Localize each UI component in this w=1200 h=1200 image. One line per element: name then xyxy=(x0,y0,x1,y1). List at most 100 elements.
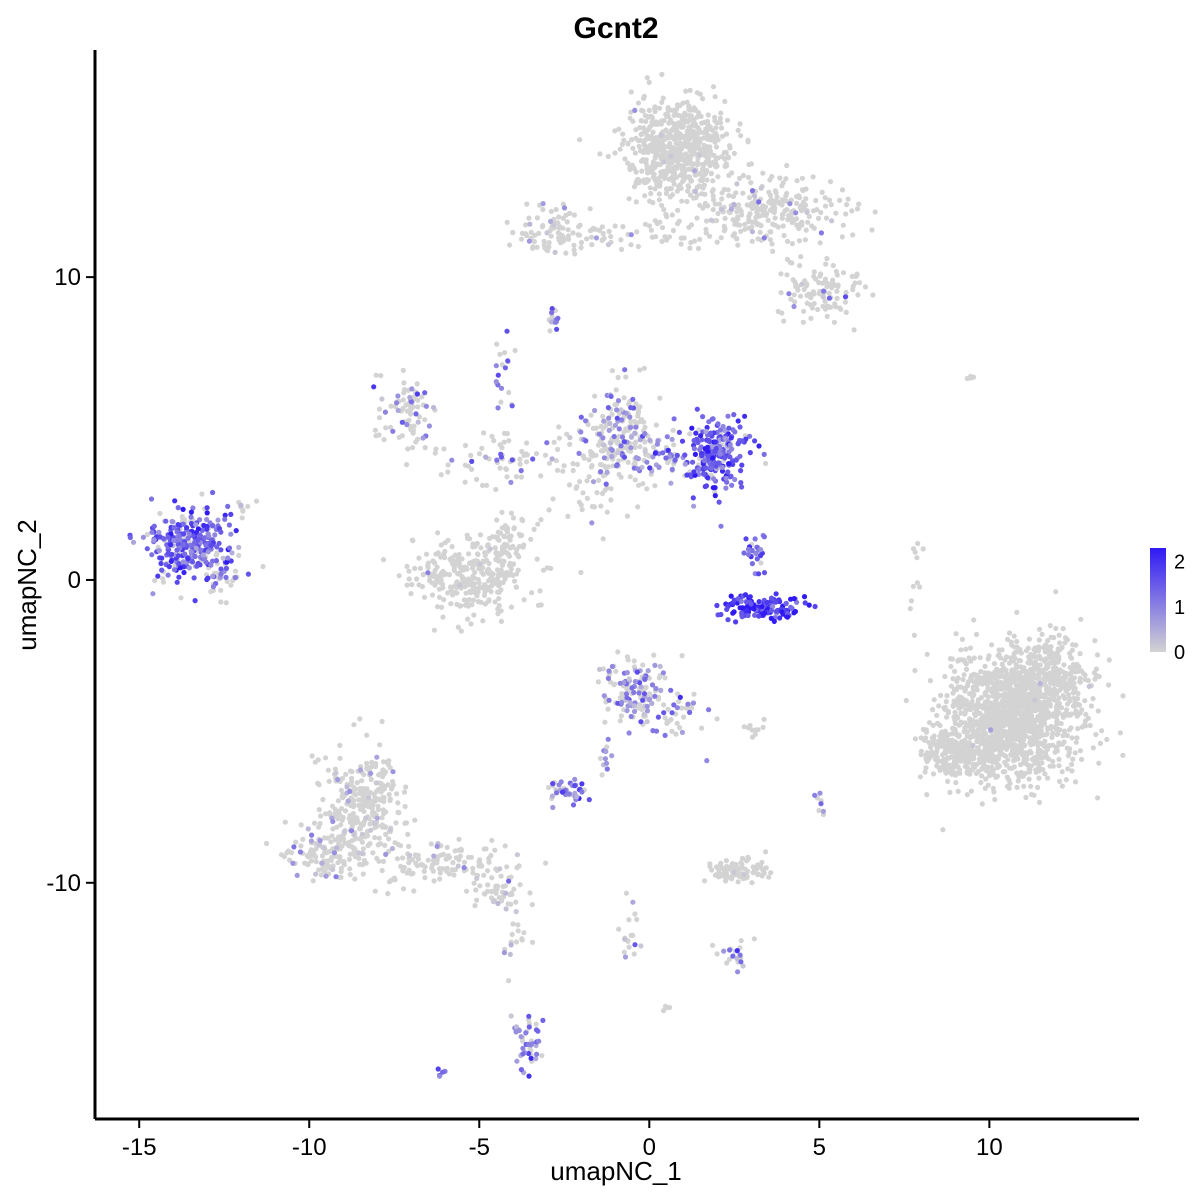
cell-point xyxy=(632,460,638,466)
cell-point xyxy=(358,824,364,830)
cell-point xyxy=(377,841,383,847)
cell-point xyxy=(930,722,936,728)
cell-point xyxy=(634,229,640,235)
cell-point xyxy=(976,702,982,708)
cell-point xyxy=(822,195,828,201)
cell-point xyxy=(489,837,495,843)
cell-point xyxy=(371,384,377,390)
cell-point xyxy=(323,850,330,856)
cell-point xyxy=(660,1008,667,1014)
cell-point xyxy=(726,461,732,467)
cell-point xyxy=(335,816,341,822)
cell-point xyxy=(556,424,562,430)
cell-point xyxy=(599,462,605,468)
cell-point xyxy=(654,121,660,127)
cell-point xyxy=(706,438,712,444)
cell-point xyxy=(434,604,441,610)
cell-point xyxy=(948,683,955,689)
cell-point xyxy=(360,871,366,877)
cell-point xyxy=(530,245,536,251)
cell-point xyxy=(945,755,951,761)
cell-point xyxy=(748,180,754,186)
cell-point xyxy=(670,227,677,234)
cell-point xyxy=(253,498,260,504)
cell-point xyxy=(468,452,474,458)
cell-point xyxy=(704,177,710,183)
cell-point xyxy=(506,572,512,578)
cell-point xyxy=(1069,647,1075,653)
cell-point xyxy=(779,211,785,218)
cell-point xyxy=(549,313,555,319)
cell-point xyxy=(647,198,653,204)
cell-point xyxy=(1000,752,1007,758)
cell-point xyxy=(734,181,740,187)
cell-point xyxy=(519,516,525,522)
cell-point xyxy=(758,185,764,191)
cell-point xyxy=(626,196,632,202)
cell-point xyxy=(469,602,475,608)
cell-point xyxy=(415,397,421,403)
cell-point xyxy=(643,118,649,125)
cell-point xyxy=(948,663,954,670)
cell-point xyxy=(493,363,499,369)
cell-point xyxy=(485,566,492,572)
cell-point xyxy=(641,95,647,101)
cell-point xyxy=(491,438,497,444)
cell-point xyxy=(625,141,631,147)
cell-point xyxy=(735,242,741,248)
cell-point xyxy=(698,433,704,439)
cell-point xyxy=(749,880,755,886)
cell-point xyxy=(1005,733,1011,739)
cell-point xyxy=(717,115,724,122)
cell-point xyxy=(1085,715,1091,721)
cell-point xyxy=(644,179,650,185)
cell-point xyxy=(224,578,230,585)
cell-point xyxy=(817,288,823,295)
cell-point xyxy=(382,409,388,415)
cell-point xyxy=(708,430,714,436)
cell-point xyxy=(586,474,592,480)
cell-point xyxy=(584,495,591,501)
cell-point xyxy=(982,731,989,737)
cell-point xyxy=(1082,698,1088,704)
cell-point xyxy=(660,168,666,175)
cell-point xyxy=(952,668,958,675)
cell-point xyxy=(654,135,660,141)
cell-point xyxy=(960,677,966,683)
cell-point xyxy=(993,697,999,703)
cell-point xyxy=(490,888,496,894)
cell-point xyxy=(1006,720,1012,726)
cell-point xyxy=(667,117,674,123)
cell-point xyxy=(1048,723,1054,730)
cell-point xyxy=(615,374,621,381)
cell-point xyxy=(508,604,515,610)
cell-point xyxy=(907,606,913,612)
cell-point xyxy=(673,140,679,147)
cell-point xyxy=(662,1003,669,1010)
cell-point xyxy=(705,475,711,481)
cell-point xyxy=(604,744,610,750)
cell-point xyxy=(647,465,653,471)
cell-point xyxy=(931,733,937,739)
cell-point xyxy=(809,305,816,311)
cell-point xyxy=(679,171,685,177)
cell-point xyxy=(351,722,357,728)
cell-point xyxy=(509,457,515,463)
cell-point xyxy=(378,780,384,787)
cell-point xyxy=(619,246,625,252)
cell-point xyxy=(1060,626,1066,632)
cell-point xyxy=(434,576,440,582)
cell-point xyxy=(827,179,834,185)
cell-point xyxy=(739,438,745,444)
cell-point xyxy=(669,436,675,442)
cell-point xyxy=(753,215,759,221)
cell-point xyxy=(766,874,772,880)
cell-point xyxy=(989,759,995,765)
cell-point xyxy=(493,379,499,385)
cell-point xyxy=(767,207,774,213)
cell-point xyxy=(648,190,654,197)
cell-point xyxy=(684,198,690,205)
cell-point xyxy=(689,161,695,167)
cell-point xyxy=(683,161,689,167)
cell-point xyxy=(509,931,515,938)
